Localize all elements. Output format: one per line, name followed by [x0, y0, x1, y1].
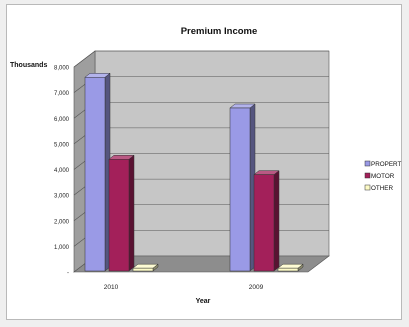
legend-swatch	[364, 184, 371, 191]
bar	[84, 72, 111, 272]
plot-area: - 1,000 2,000 3,000 4,000 5,000 6,000 7,000 8,00…	[54, 50, 330, 291]
x-axis-label: Year	[196, 298, 211, 305]
y-tick-label: 5,000	[54, 142, 70, 148]
bar	[108, 154, 135, 272]
legend-label: PROPERT	[371, 161, 401, 168]
y-tick-label: -	[67, 271, 69, 277]
legend-label: MOTOR	[371, 173, 395, 180]
legend: PROPERT MOTOR OTHER	[364, 160, 401, 192]
chart-area: Premium Income Thousands Year - 1,000 2,00…	[6, 4, 402, 320]
y-axis-label: Thousands	[10, 62, 47, 69]
bar-front	[84, 77, 106, 272]
legend-swatch	[364, 160, 371, 167]
gridline	[73, 50, 329, 68]
bar	[229, 103, 256, 272]
y-tick-label: 1,000	[54, 245, 70, 251]
y-tick-label: 8,000	[54, 66, 70, 72]
bar	[253, 170, 280, 272]
premium-income-chart: Premium Income Thousands Year - 1,000 2,00…	[10, 26, 401, 305]
bar-front	[229, 107, 251, 272]
y-tick-label: 3,000	[54, 194, 70, 200]
bar-side	[273, 170, 280, 272]
x-tick-label: 2010	[104, 284, 119, 291]
bar-front	[253, 174, 275, 272]
bar-front	[277, 267, 299, 272]
bar	[132, 263, 159, 272]
y-tick-label: 2,000	[54, 219, 70, 225]
bar-front	[108, 159, 130, 272]
y-tick-label: 4,000	[54, 168, 70, 174]
bar-front	[132, 267, 154, 272]
y-tick-label: 6,000	[54, 117, 70, 123]
bar-side	[128, 154, 135, 272]
y-tick-label: 7,000	[54, 91, 70, 97]
chart-title: Premium Income	[181, 26, 258, 37]
bar	[277, 263, 304, 272]
legend-swatch	[364, 172, 371, 179]
x-tick-label: 2009	[249, 284, 264, 291]
legend-label: OTHER	[371, 185, 393, 192]
